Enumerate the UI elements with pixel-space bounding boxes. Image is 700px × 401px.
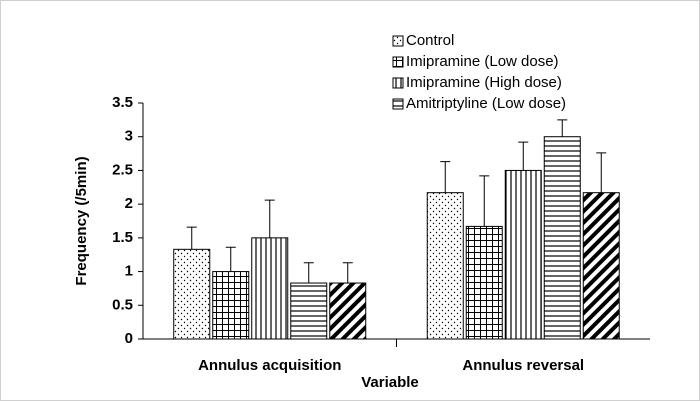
bar <box>251 237 289 340</box>
bar <box>290 282 328 340</box>
y-axis-title: Frequency (/5min) <box>73 156 90 285</box>
error-bar <box>557 119 568 137</box>
y-tick-label: 3 <box>125 128 133 145</box>
error-bar <box>303 262 314 284</box>
bar <box>465 225 503 340</box>
error-bar <box>225 246 236 272</box>
error-bar <box>186 226 197 250</box>
legend-label: Imipramine (High dose) <box>406 74 562 91</box>
legend-swatch <box>392 56 404 68</box>
bar <box>543 136 581 340</box>
y-tick-label: 1 <box>125 263 133 280</box>
legend-label: Amitriptyline (Low dose) <box>406 95 566 112</box>
y-tick-label: 1.5 <box>112 229 133 246</box>
legend-label: Imipramine (Low dose) <box>406 53 559 70</box>
legend-swatch <box>392 77 404 89</box>
error-bar <box>264 199 275 238</box>
y-tick-label: 2.5 <box>112 161 133 178</box>
bar <box>504 169 542 340</box>
bar <box>212 271 250 340</box>
error-bar <box>479 175 490 227</box>
y-tick-label: 0 <box>125 330 133 347</box>
legend-label: Control <box>406 32 454 49</box>
y-tick-label: 3.5 <box>112 94 133 111</box>
bar <box>426 192 464 340</box>
error-bar <box>342 262 353 284</box>
bar <box>329 282 367 340</box>
error-bar <box>596 152 607 193</box>
y-tick-label: 0.5 <box>112 296 133 313</box>
legend-swatch <box>392 35 404 47</box>
x-axis-title: Variable <box>361 374 419 391</box>
x-tick-label: Annulus acquisition <box>198 357 341 374</box>
error-bar <box>518 141 529 171</box>
bar <box>582 192 620 340</box>
bar <box>173 248 211 340</box>
y-tick-label: 2 <box>125 195 133 212</box>
error-bar <box>440 161 451 193</box>
legend-swatch <box>392 98 404 110</box>
x-tick-label: Annulus reversal <box>462 357 584 374</box>
